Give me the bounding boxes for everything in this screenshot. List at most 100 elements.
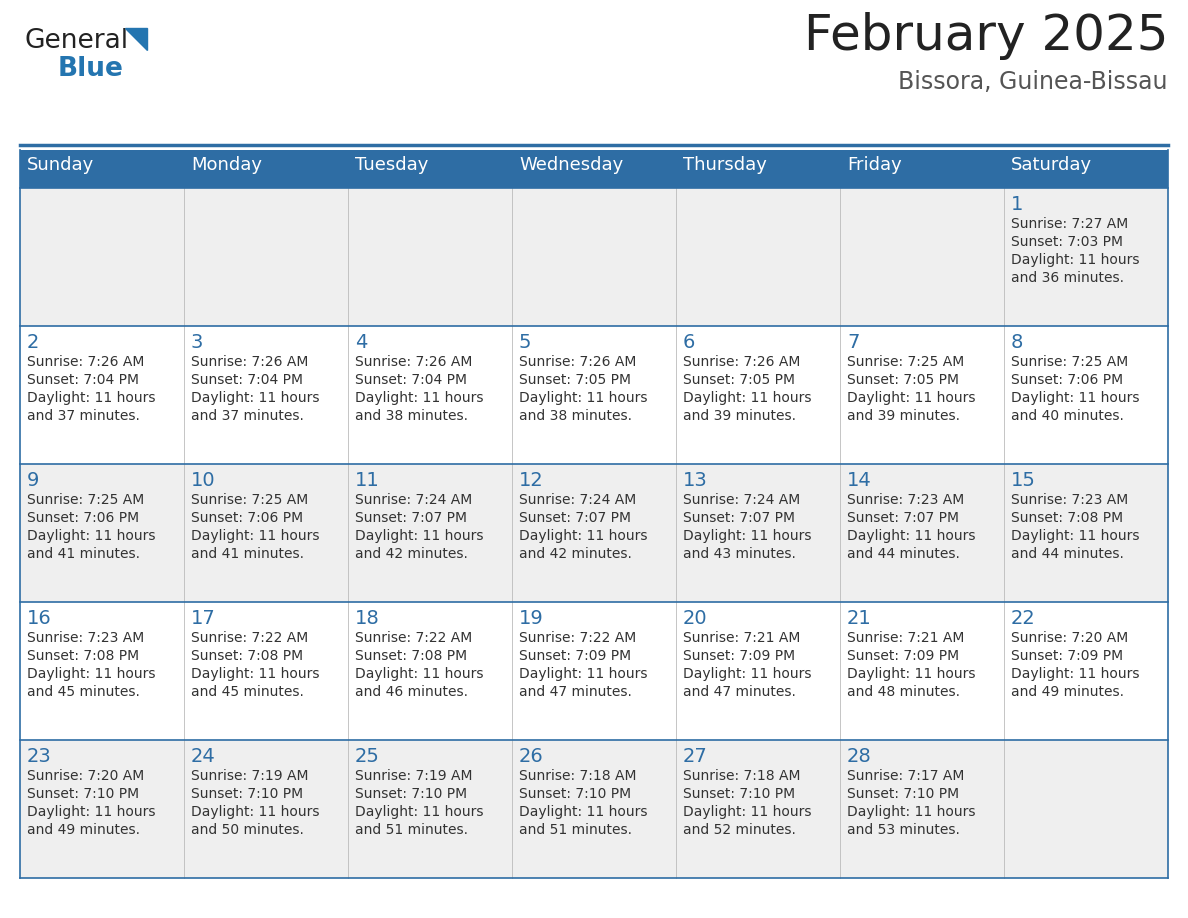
Text: and 47 minutes.: and 47 minutes. — [683, 685, 796, 699]
Text: and 45 minutes.: and 45 minutes. — [27, 685, 140, 699]
Text: Daylight: 11 hours: Daylight: 11 hours — [355, 529, 484, 543]
Text: and 40 minutes.: and 40 minutes. — [1011, 409, 1124, 423]
Text: Sunset: 7:10 PM: Sunset: 7:10 PM — [27, 787, 139, 801]
Text: Daylight: 11 hours: Daylight: 11 hours — [27, 667, 156, 681]
Text: Daylight: 11 hours: Daylight: 11 hours — [683, 529, 811, 543]
Text: and 42 minutes.: and 42 minutes. — [355, 547, 468, 561]
Bar — [20, 188, 1168, 326]
Text: Sunset: 7:10 PM: Sunset: 7:10 PM — [683, 787, 795, 801]
Text: Sunrise: 7:23 AM: Sunrise: 7:23 AM — [847, 493, 965, 507]
Text: and 49 minutes.: and 49 minutes. — [1011, 685, 1124, 699]
Text: 9: 9 — [27, 471, 39, 490]
Text: Sunrise: 7:25 AM: Sunrise: 7:25 AM — [191, 493, 308, 507]
Text: Daylight: 11 hours: Daylight: 11 hours — [1011, 529, 1139, 543]
Text: Daylight: 11 hours: Daylight: 11 hours — [519, 391, 647, 405]
Text: Daylight: 11 hours: Daylight: 11 hours — [1011, 253, 1139, 267]
Text: Sunrise: 7:24 AM: Sunrise: 7:24 AM — [355, 493, 473, 507]
Text: Daylight: 11 hours: Daylight: 11 hours — [683, 805, 811, 819]
Bar — [348, 150, 512, 188]
Bar — [20, 464, 1168, 602]
Text: Sunset: 7:08 PM: Sunset: 7:08 PM — [355, 649, 467, 663]
Text: 14: 14 — [847, 471, 872, 490]
Text: 4: 4 — [355, 333, 367, 352]
Text: 28: 28 — [847, 747, 872, 766]
Text: Sunrise: 7:26 AM: Sunrise: 7:26 AM — [519, 355, 637, 369]
Text: 10: 10 — [191, 471, 216, 490]
Text: 15: 15 — [1011, 471, 1036, 490]
Text: Daylight: 11 hours: Daylight: 11 hours — [191, 529, 320, 543]
Text: and 44 minutes.: and 44 minutes. — [1011, 547, 1124, 561]
Text: and 38 minutes.: and 38 minutes. — [355, 409, 468, 423]
Text: Bissora, Guinea-Bissau: Bissora, Guinea-Bissau — [898, 70, 1168, 94]
Text: 18: 18 — [355, 609, 380, 628]
Text: Sunrise: 7:27 AM: Sunrise: 7:27 AM — [1011, 217, 1129, 231]
Text: Sunset: 7:08 PM: Sunset: 7:08 PM — [27, 649, 139, 663]
Text: and 42 minutes.: and 42 minutes. — [519, 547, 632, 561]
Text: Daylight: 11 hours: Daylight: 11 hours — [847, 805, 975, 819]
Text: Sunrise: 7:23 AM: Sunrise: 7:23 AM — [27, 631, 144, 645]
Text: Sunset: 7:09 PM: Sunset: 7:09 PM — [683, 649, 795, 663]
Text: Daylight: 11 hours: Daylight: 11 hours — [355, 391, 484, 405]
Text: Blue: Blue — [58, 56, 124, 82]
Text: Daylight: 11 hours: Daylight: 11 hours — [355, 805, 484, 819]
Bar — [20, 150, 184, 188]
Text: and 43 minutes.: and 43 minutes. — [683, 547, 796, 561]
Bar — [512, 150, 676, 188]
Bar — [184, 150, 348, 188]
Text: and 37 minutes.: and 37 minutes. — [27, 409, 140, 423]
Text: 11: 11 — [355, 471, 380, 490]
Text: Sunrise: 7:26 AM: Sunrise: 7:26 AM — [191, 355, 309, 369]
Text: Sunrise: 7:20 AM: Sunrise: 7:20 AM — [27, 769, 144, 783]
Text: Daylight: 11 hours: Daylight: 11 hours — [27, 529, 156, 543]
Text: and 48 minutes.: and 48 minutes. — [847, 685, 960, 699]
Text: Sunrise: 7:25 AM: Sunrise: 7:25 AM — [847, 355, 965, 369]
Text: and 52 minutes.: and 52 minutes. — [683, 823, 796, 837]
Text: 21: 21 — [847, 609, 872, 628]
Text: Daylight: 11 hours: Daylight: 11 hours — [519, 529, 647, 543]
Text: Sunset: 7:09 PM: Sunset: 7:09 PM — [1011, 649, 1123, 663]
Text: Sunset: 7:04 PM: Sunset: 7:04 PM — [27, 373, 139, 387]
Text: Sunset: 7:10 PM: Sunset: 7:10 PM — [847, 787, 959, 801]
Text: 24: 24 — [191, 747, 216, 766]
Text: Daylight: 11 hours: Daylight: 11 hours — [27, 391, 156, 405]
Text: 12: 12 — [519, 471, 544, 490]
Text: Sunrise: 7:25 AM: Sunrise: 7:25 AM — [27, 493, 144, 507]
Text: Sunset: 7:05 PM: Sunset: 7:05 PM — [847, 373, 959, 387]
Text: and 36 minutes.: and 36 minutes. — [1011, 271, 1124, 285]
Text: Sunset: 7:09 PM: Sunset: 7:09 PM — [519, 649, 631, 663]
Text: Sunrise: 7:24 AM: Sunrise: 7:24 AM — [683, 493, 801, 507]
Text: Sunset: 7:10 PM: Sunset: 7:10 PM — [191, 787, 303, 801]
Text: 22: 22 — [1011, 609, 1036, 628]
Text: 2: 2 — [27, 333, 39, 352]
Text: 8: 8 — [1011, 333, 1023, 352]
Text: 5: 5 — [519, 333, 531, 352]
Text: Sunset: 7:04 PM: Sunset: 7:04 PM — [355, 373, 467, 387]
Text: Daylight: 11 hours: Daylight: 11 hours — [847, 391, 975, 405]
Text: Daylight: 11 hours: Daylight: 11 hours — [191, 805, 320, 819]
Text: Sunset: 7:09 PM: Sunset: 7:09 PM — [847, 649, 959, 663]
Text: Saturday: Saturday — [1011, 156, 1092, 174]
Text: Daylight: 11 hours: Daylight: 11 hours — [519, 667, 647, 681]
Text: 6: 6 — [683, 333, 695, 352]
Text: and 49 minutes.: and 49 minutes. — [27, 823, 140, 837]
Text: General: General — [25, 28, 129, 54]
Text: and 38 minutes.: and 38 minutes. — [519, 409, 632, 423]
Text: Tuesday: Tuesday — [355, 156, 429, 174]
Bar — [20, 326, 1168, 464]
Text: 20: 20 — [683, 609, 708, 628]
Text: Sunset: 7:07 PM: Sunset: 7:07 PM — [519, 511, 631, 525]
Text: Sunset: 7:08 PM: Sunset: 7:08 PM — [191, 649, 303, 663]
Text: Sunrise: 7:18 AM: Sunrise: 7:18 AM — [519, 769, 637, 783]
Text: Daylight: 11 hours: Daylight: 11 hours — [519, 805, 647, 819]
Text: Friday: Friday — [847, 156, 902, 174]
Text: 13: 13 — [683, 471, 708, 490]
Text: 19: 19 — [519, 609, 544, 628]
Text: Sunrise: 7:20 AM: Sunrise: 7:20 AM — [1011, 631, 1129, 645]
Text: Sunset: 7:08 PM: Sunset: 7:08 PM — [1011, 511, 1123, 525]
Text: Daylight: 11 hours: Daylight: 11 hours — [847, 529, 975, 543]
Text: Daylight: 11 hours: Daylight: 11 hours — [1011, 667, 1139, 681]
Text: Monday: Monday — [191, 156, 263, 174]
Bar — [20, 602, 1168, 740]
Text: Sunset: 7:07 PM: Sunset: 7:07 PM — [847, 511, 959, 525]
Bar — [1004, 150, 1168, 188]
